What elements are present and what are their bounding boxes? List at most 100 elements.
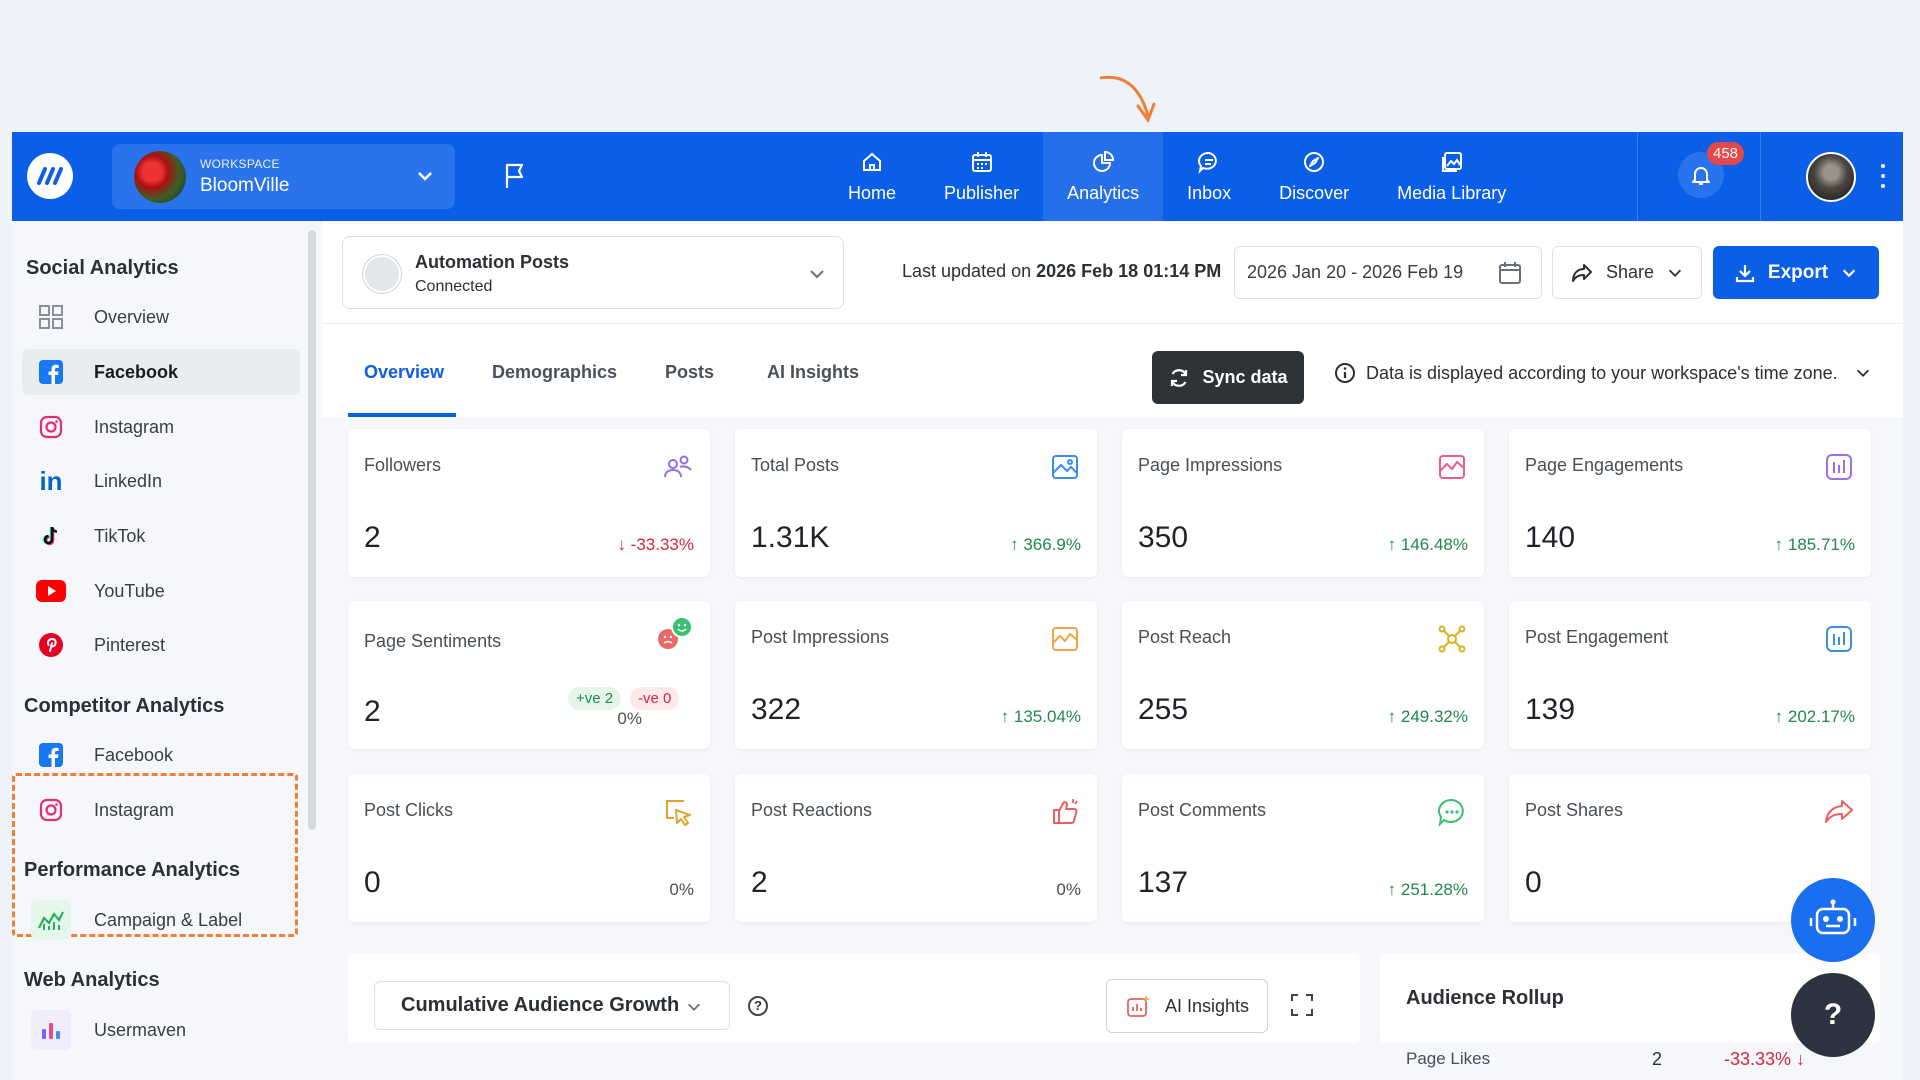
ai-insights-button[interactable]: AI Insights: [1106, 979, 1268, 1033]
share-label: Share: [1605, 262, 1655, 282]
sidebar-item-label: LinkedIn: [94, 470, 163, 491]
nav-analytics[interactable]: Analytics: [1043, 132, 1164, 221]
metric-card-post-engagement: Post Engagement 139 ↑ 202.17%: [1509, 601, 1871, 749]
export-button[interactable]: Export: [1713, 246, 1879, 299]
metric-change: ↓ -33.33%: [617, 535, 694, 554]
tab-overview[interactable]: Overview: [364, 362, 445, 382]
usermaven-icon: [31, 1010, 71, 1050]
sidebar-item-competitor-facebook[interactable]: Facebook: [22, 732, 300, 778]
tab-demographics[interactable]: Demographics: [492, 362, 618, 382]
account-selector[interactable]: Automation Posts Connected: [342, 236, 844, 309]
metric-change: ↑ 251.28%: [1387, 880, 1468, 899]
date-range-value: 2026 Jan 20 - 2026 Feb 19: [1247, 262, 1464, 282]
last-updated-prefix: Last updated on: [902, 261, 1037, 281]
chevron-down-icon: [1856, 369, 1869, 377]
chevron-down-icon: [418, 172, 432, 181]
sidebar-item-campaign-label[interactable]: Campaign & Label: [22, 897, 300, 943]
metric-label: Page Sentiments: [364, 631, 502, 651]
sidebar-item-competitor-instagram[interactable]: Instagram: [22, 787, 300, 833]
metric-card-total-posts: Total Posts 1.31K ↑ 366.9%: [735, 429, 1097, 577]
nav-media-library[interactable]: Media Library: [1373, 132, 1530, 221]
instagram-icon: [36, 412, 66, 442]
metric-card-page-sentiments: Page Sentiments +ve 2 -ve 0 2 0%: [348, 601, 710, 749]
metric-label: Page Engagements: [1525, 455, 1684, 475]
sidebar-item-label: YouTube: [94, 580, 165, 601]
nav-analytics-label: Analytics: [1067, 183, 1140, 203]
metric-label: Post Clicks: [364, 800, 454, 820]
metric-label: Total Posts: [751, 455, 840, 475]
metric-value: 2: [364, 521, 381, 554]
main-content: Automation Posts Connected Last updated …: [322, 221, 1903, 1080]
thumbs-up-icon: [1053, 799, 1078, 824]
export-label: Export: [1767, 261, 1829, 283]
chevron-down-icon: [1668, 269, 1682, 277]
nav-inbox[interactable]: Inbox: [1163, 132, 1255, 221]
workspace-caption: WORKSPACE: [200, 156, 280, 171]
tiktok-icon: [36, 521, 66, 551]
people-icon: [664, 455, 692, 478]
sidebar-item-label: TikTok: [94, 525, 146, 546]
sidebar-item-label: Facebook: [94, 361, 179, 382]
metric-value: 2: [364, 695, 381, 728]
growth-metric-dropdown[interactable]: Cumulative Audience Growth: [374, 981, 730, 1030]
facebook-icon: [36, 740, 66, 770]
sidebar-item-youtube[interactable]: YouTube: [22, 568, 300, 614]
tab-ai-insights[interactable]: AI Insights: [767, 362, 860, 382]
timezone-note[interactable]: Data is displayed according to your work…: [1334, 362, 1872, 384]
compass-icon: [1304, 152, 1325, 172]
sync-data-label: Sync data: [1202, 367, 1288, 387]
sidebar-item-label: Usermaven: [94, 1019, 187, 1040]
metric-value: 0: [1525, 866, 1542, 899]
nav-divider: [1637, 132, 1638, 221]
app-logo[interactable]: [27, 153, 73, 199]
grid-icon: [36, 302, 66, 332]
sidebar-item-pinterest[interactable]: Pinterest: [22, 622, 300, 668]
workspace-selector[interactable]: WORKSPACE BloomVille: [112, 144, 455, 209]
help-circle-icon[interactable]: ?: [748, 996, 768, 1016]
rollup-row-change: -33.33% ↓: [1724, 1049, 1806, 1069]
account-avatar: [363, 255, 401, 293]
sidebar-item-facebook[interactable]: Facebook: [22, 349, 300, 395]
date-range-picker[interactable]: 2026 Jan 20 - 2026 Feb 19: [1234, 246, 1542, 299]
user-avatar[interactable]: [1806, 152, 1856, 202]
flag-icon[interactable]: [502, 162, 528, 190]
sidebar-section-web: Web Analytics: [24, 969, 160, 991]
nav-discover[interactable]: Discover: [1255, 132, 1373, 221]
chat-icon: [1198, 151, 1217, 175]
sidebar-section-social: Social Analytics: [26, 257, 179, 279]
facebook-icon: [36, 357, 66, 387]
sidebar-scrollbar[interactable]: [308, 230, 316, 830]
sidebar-item-usermaven[interactable]: Usermaven: [22, 1007, 300, 1053]
nav-home[interactable]: Home: [824, 132, 920, 221]
nav-divider: [1760, 132, 1761, 221]
analytics-header: Automation Posts Connected Last updated …: [322, 221, 1903, 323]
download-icon: [1735, 264, 1755, 282]
sidebar-item-label: Overview: [94, 306, 170, 327]
chatbot-button[interactable]: [1791, 878, 1875, 962]
share-button[interactable]: Share: [1552, 246, 1702, 299]
metric-label: Post Reach: [1138, 627, 1232, 647]
tab-posts[interactable]: Posts: [665, 362, 715, 382]
growth-metric-label: Cumulative Audience Growth: [401, 994, 680, 1016]
nav-publisher[interactable]: Publisher: [920, 132, 1043, 221]
ai-insights-label: AI Insights: [1164, 995, 1250, 1016]
help-button[interactable]: ?: [1791, 973, 1875, 1057]
audience-rollup-title: Audience Rollup: [1406, 987, 1564, 1009]
app-window: WORKSPACE BloomVille Home Publisher Anal…: [12, 132, 1903, 1080]
share-icon: [1571, 263, 1592, 282]
sidebar-item-tiktok[interactable]: TikTok: [22, 513, 300, 559]
media-icon: [1441, 152, 1462, 172]
metric-value: 140: [1525, 521, 1576, 554]
metric-value: 1.31K: [751, 521, 830, 554]
fullscreen-icon[interactable]: [1284, 987, 1320, 1023]
chevron-down-icon: [1842, 269, 1856, 277]
more-menu-icon[interactable]: [1880, 164, 1886, 188]
sidebar-item-overview[interactable]: Overview: [22, 294, 300, 340]
sidebar-item-instagram[interactable]: Instagram: [22, 404, 300, 450]
sidebar-item-linkedin[interactable]: in LinkedIn: [22, 458, 300, 504]
sync-data-button[interactable]: Sync data: [1152, 351, 1304, 404]
timezone-note-text: Data is displayed according to your work…: [1366, 362, 1838, 383]
metric-change: 0%: [617, 709, 642, 728]
bar-chart-icon: [1826, 626, 1852, 652]
metric-change: ↑ 146.48%: [1387, 535, 1468, 554]
